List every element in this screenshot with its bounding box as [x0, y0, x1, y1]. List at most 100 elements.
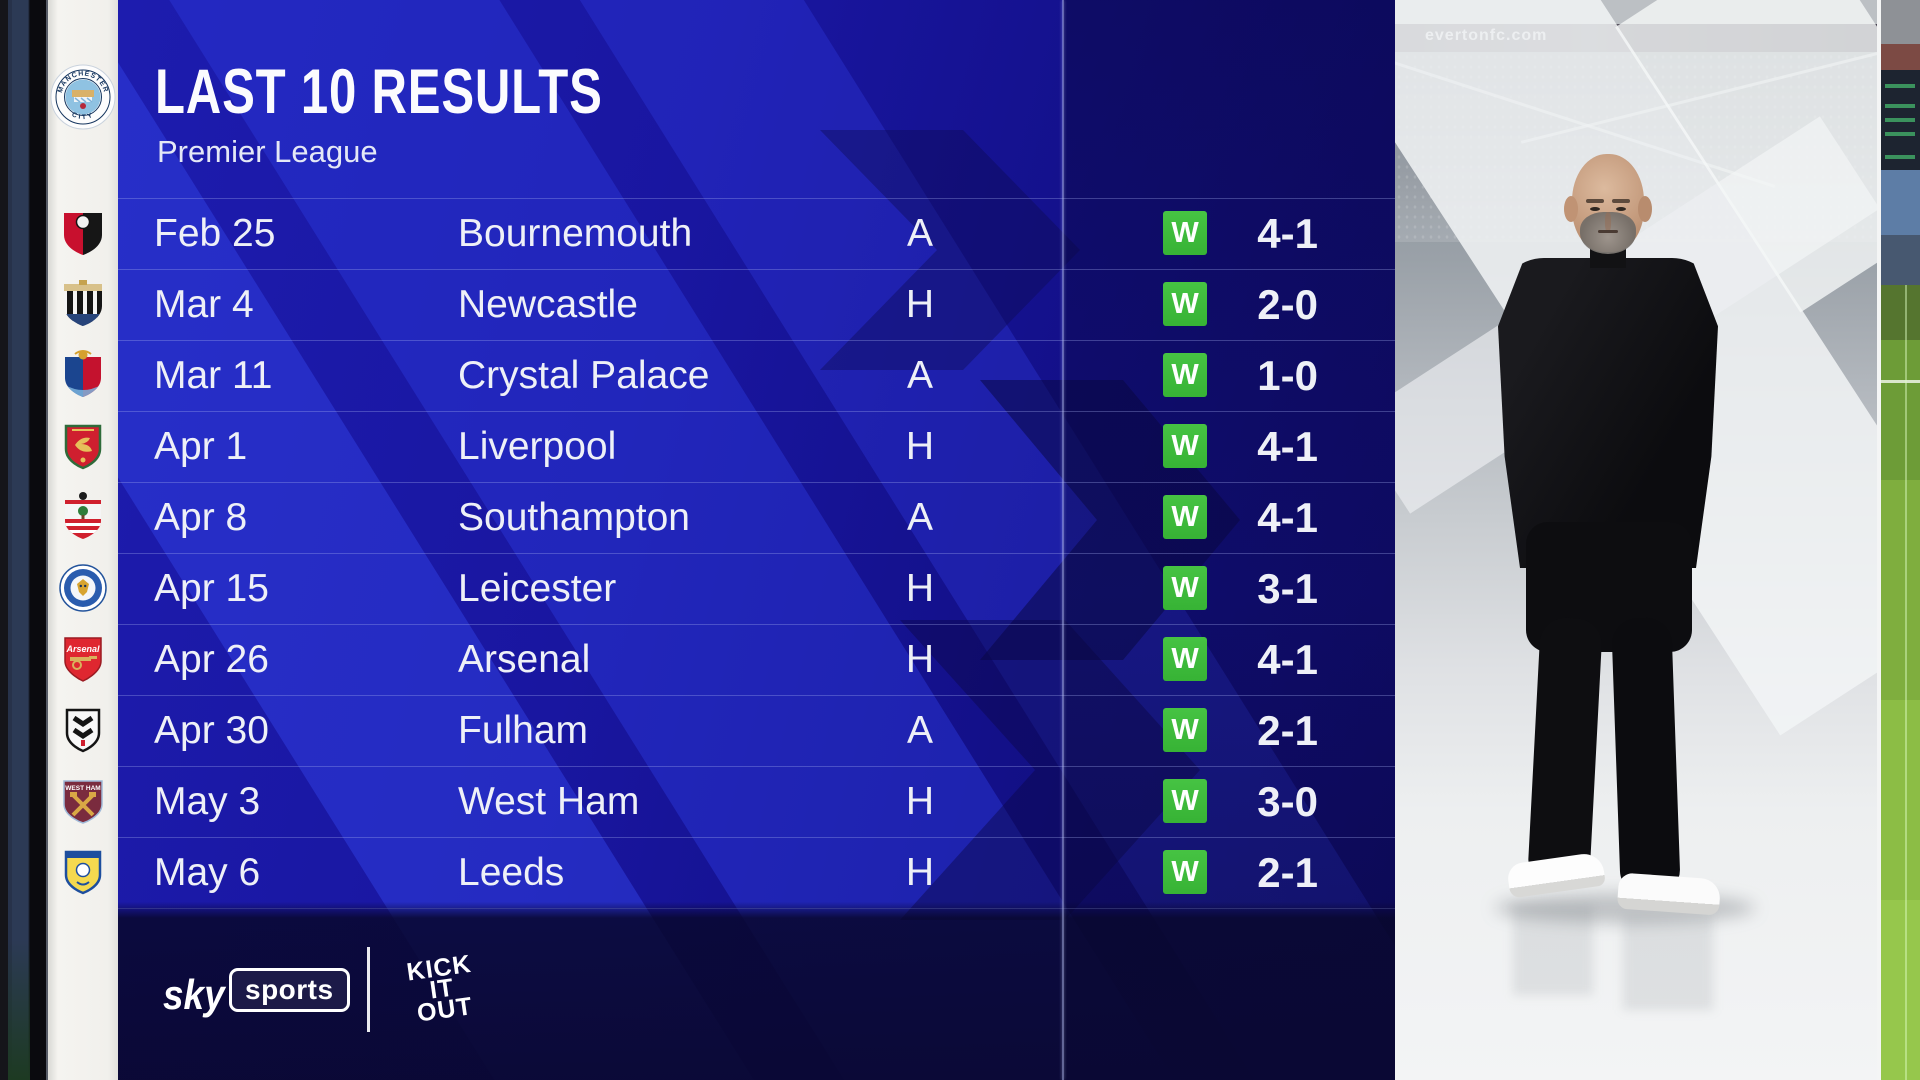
- crest-arsenal-icon: Arsenal: [55, 631, 111, 687]
- win-badge: W: [1163, 353, 1207, 397]
- match-date: Apr 8: [154, 496, 248, 539]
- crest-west-ham-icon: WEST HAM: [55, 773, 111, 829]
- photo-edge-line: [1877, 0, 1881, 1080]
- match-date: May 6: [154, 851, 261, 894]
- page-title: LAST 10 RESULTS: [155, 57, 603, 127]
- figure-eyebrow: [1586, 199, 1604, 203]
- figure-eye: [1616, 207, 1626, 211]
- win-badge: W: [1163, 282, 1207, 326]
- figure-ear: [1564, 196, 1578, 222]
- opponent-name: West Ham: [458, 780, 640, 823]
- shoe-reflection: [1513, 905, 1593, 995]
- opponent-name: Fulham: [458, 709, 589, 752]
- pitch-mow-stripe: [1905, 285, 1907, 1080]
- scoreboard-text-line: [1885, 84, 1915, 88]
- match-date: Apr 30: [154, 709, 269, 752]
- match-date: Apr 26: [154, 638, 269, 681]
- crest-bournemouth-icon: [55, 205, 111, 261]
- svg-text:WEST HAM: WEST HAM: [65, 785, 100, 792]
- win-badge: W: [1163, 566, 1207, 610]
- venue-indicator: H: [905, 567, 935, 610]
- stadium-color-strip: [1881, 0, 1920, 1080]
- venue-indicator: H: [905, 425, 935, 468]
- result-row: Feb 25 Bournemouth A W 4-1: [0, 198, 1920, 269]
- scoreboard-text-line: [1885, 104, 1915, 108]
- opponent-name: Newcastle: [458, 283, 638, 326]
- match-date: Apr 15: [154, 567, 269, 610]
- result-row: Mar 4 Newcastle H W 2-0: [0, 269, 1920, 340]
- match-score: 4-1: [1257, 210, 1318, 257]
- column-divider-line: [1062, 0, 1064, 1080]
- opponent-name: Crystal Palace: [458, 354, 710, 397]
- result-row: Mar 11 Crystal Palace A W 1-0: [0, 340, 1920, 411]
- crest-leicester-icon: [55, 560, 111, 616]
- opponent-name: Arsenal: [458, 638, 591, 681]
- scoreboard-text-line: [1885, 155, 1915, 159]
- opponent-name: Liverpool: [458, 425, 617, 468]
- match-score: 3-1: [1257, 565, 1318, 612]
- result-row: Apr 30 Fulham A W 2-1: [0, 695, 1920, 766]
- venue-indicator: A: [906, 354, 933, 397]
- crest-crystal-palace-icon: [55, 347, 111, 403]
- match-score: 2-1: [1257, 849, 1318, 896]
- kick-it-out-logo: KICK IT OUT: [390, 936, 494, 1042]
- match-date: May 3: [154, 780, 261, 823]
- figure-left-sneaker: [1506, 851, 1606, 899]
- venue-indicator: H: [905, 780, 935, 823]
- match-score: 4-1: [1257, 494, 1318, 541]
- figure-mouth: [1598, 230, 1618, 233]
- scoreboard-text-line: [1885, 132, 1915, 136]
- venue-indicator: H: [905, 851, 935, 894]
- win-badge: W: [1163, 637, 1207, 681]
- opponent-name: Southampton: [458, 496, 691, 539]
- venue-indicator: H: [905, 638, 935, 681]
- svg-text:Arsenal: Arsenal: [65, 644, 100, 654]
- win-badge: W: [1163, 424, 1207, 468]
- match-score: 1-0: [1257, 352, 1318, 399]
- crest-southampton-icon: [55, 489, 111, 545]
- match-date: Feb 25: [154, 212, 276, 255]
- figure-jacket: [1498, 258, 1718, 568]
- figure-left-leg: [1527, 616, 1603, 888]
- venue-indicator: A: [906, 709, 933, 752]
- match-score: 4-1: [1257, 423, 1318, 470]
- result-row: May 3 West Ham H W 3-0: [0, 766, 1920, 837]
- svg-text:CITY: CITY: [71, 111, 96, 121]
- shoe-reflection: [1623, 915, 1713, 1010]
- win-badge: W: [1163, 211, 1207, 255]
- figure-nose: [1605, 212, 1611, 232]
- venue-indicator: H: [905, 283, 935, 326]
- results-panel: [118, 0, 1395, 1080]
- result-row: Apr 26 Arsenal H W 4-1: [0, 624, 1920, 695]
- manchester-city-crest-icon: MANCHESTER CITY: [50, 64, 116, 130]
- result-row: Apr 15 Leicester H W 3-1: [0, 553, 1920, 624]
- sky-logo: sky: [163, 971, 225, 1018]
- crest-fulham-icon: [55, 702, 111, 758]
- match-date: Mar 11: [154, 354, 273, 397]
- scoreboard-text-line: [1885, 118, 1915, 122]
- venue-indicator: A: [906, 212, 933, 255]
- match-score: 4-1: [1257, 636, 1318, 683]
- logo-divider-line: [367, 947, 370, 1032]
- figure-right-sneaker: [1616, 872, 1722, 916]
- figure-right-leg: [1611, 617, 1681, 897]
- match-score: 2-1: [1257, 707, 1318, 754]
- crest-liverpool-icon: [55, 418, 111, 474]
- pep-guardiola-figure: [1440, 150, 1780, 950]
- match-date: Mar 4: [154, 283, 254, 326]
- crest-rail: MANCHESTER CITY: [48, 0, 118, 1080]
- crest-leeds-icon: [55, 844, 111, 900]
- result-row: May 6 Leeds H W 2-1: [0, 837, 1920, 908]
- crest-newcastle-icon: [55, 276, 111, 332]
- opponent-name: Leicester: [458, 567, 617, 610]
- match-score: 3-0: [1257, 778, 1318, 825]
- venue-indicator: A: [906, 496, 933, 539]
- win-badge: W: [1163, 708, 1207, 752]
- pitch-line: [1881, 380, 1920, 383]
- figure-eyebrow: [1612, 199, 1630, 203]
- opponent-name: Leeds: [458, 851, 565, 894]
- win-badge: W: [1163, 779, 1207, 823]
- kick-it-out-line: OUT: [415, 991, 475, 1028]
- page-subtitle: Premier League: [157, 134, 378, 169]
